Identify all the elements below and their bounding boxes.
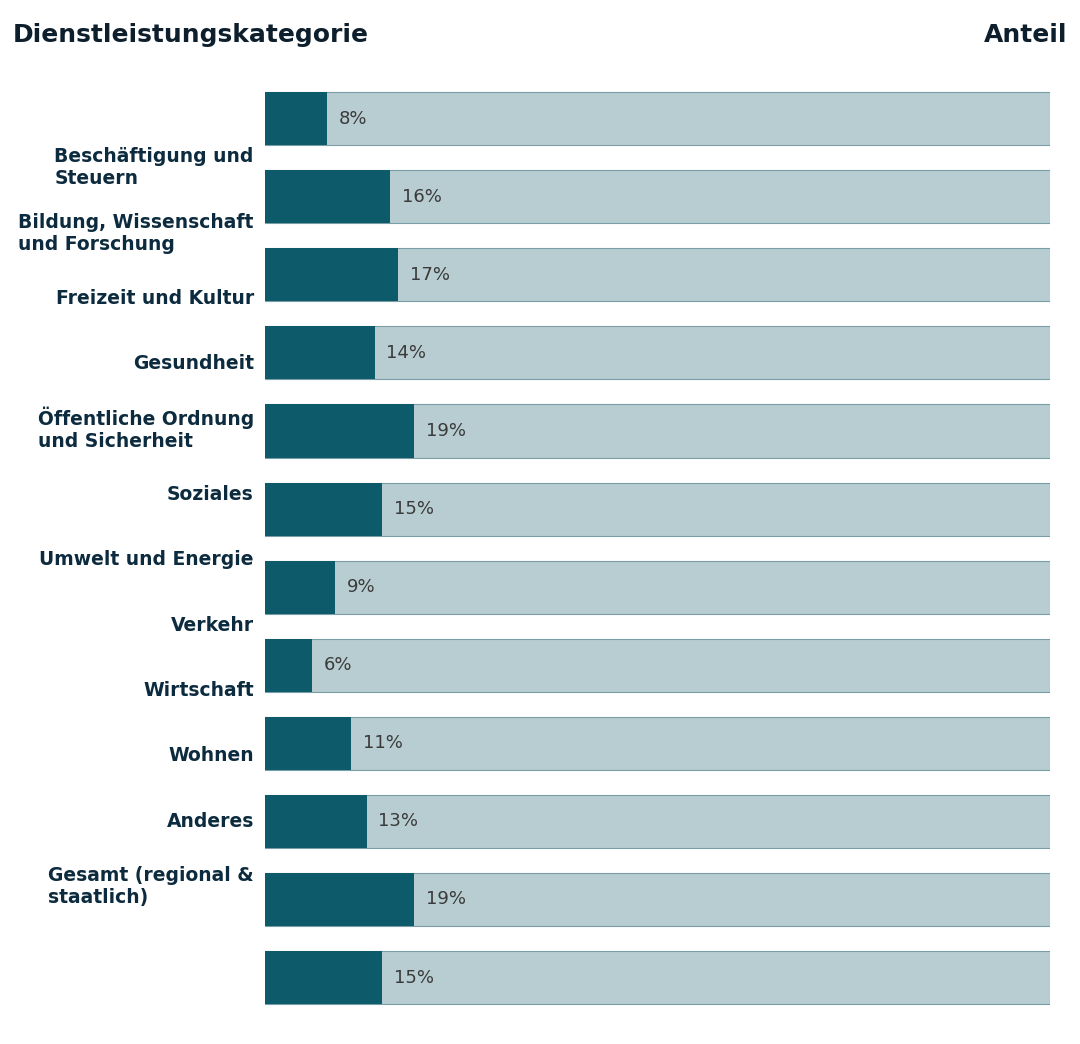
Bar	[265, 170, 1050, 223]
Text: Anteil: Anteil	[984, 23, 1067, 47]
Bar	[265, 873, 414, 926]
Text: 17%: 17%	[409, 266, 450, 284]
Text: Wohnen: Wohnen	[168, 746, 254, 765]
Text: 9%: 9%	[347, 578, 376, 596]
Bar	[265, 92, 327, 145]
Text: Wirtschaft: Wirtschaft	[144, 681, 254, 701]
Bar	[265, 92, 1050, 145]
Bar	[265, 794, 1050, 848]
Bar	[265, 170, 390, 223]
Text: 19%: 19%	[426, 891, 465, 908]
Text: Soziales: Soziales	[167, 485, 254, 504]
Bar	[265, 873, 1050, 926]
Text: 16%: 16%	[402, 188, 442, 206]
Text: 13%: 13%	[378, 812, 418, 830]
Text: 6%: 6%	[324, 657, 352, 674]
Text: Freizeit und Kultur: Freizeit und Kultur	[55, 289, 254, 308]
Text: Umwelt und Energie: Umwelt und Energie	[39, 550, 254, 569]
Bar	[265, 639, 312, 692]
Bar	[265, 248, 399, 302]
Bar	[265, 248, 1050, 302]
Bar	[265, 404, 414, 457]
Text: 11%: 11%	[363, 734, 403, 753]
Text: 15%: 15%	[394, 500, 434, 518]
Bar	[265, 794, 367, 848]
Bar	[265, 561, 1050, 614]
Bar	[265, 951, 382, 1004]
Bar	[265, 404, 1050, 457]
Text: Öffentliche Ordnung
und Sicherheit: Öffentliche Ordnung und Sicherheit	[38, 407, 254, 451]
Bar	[265, 717, 351, 769]
Bar	[265, 327, 1050, 379]
Text: Gesamt (regional &
staatlich): Gesamt (regional & staatlich)	[49, 867, 254, 907]
Text: Dienstleistungskategorie: Dienstleistungskategorie	[13, 23, 369, 47]
Text: 14%: 14%	[387, 343, 427, 362]
Bar	[265, 482, 1050, 536]
Text: Verkehr: Verkehr	[171, 616, 254, 635]
Bar	[265, 717, 1050, 769]
Bar	[265, 561, 335, 614]
Bar	[265, 951, 1050, 1004]
Text: Beschäftigung und
Steuern: Beschäftigung und Steuern	[54, 147, 254, 188]
Text: 8%: 8%	[339, 110, 367, 127]
Bar	[265, 482, 382, 536]
Text: Anderes: Anderes	[166, 812, 254, 831]
Bar	[265, 639, 1050, 692]
Text: 15%: 15%	[394, 969, 434, 987]
Text: Bildung, Wissenschaft
und Forschung: Bildung, Wissenschaft und Forschung	[18, 213, 254, 254]
Text: Gesundheit: Gesundheit	[133, 354, 254, 374]
Text: 19%: 19%	[426, 422, 465, 440]
Bar	[265, 327, 375, 379]
